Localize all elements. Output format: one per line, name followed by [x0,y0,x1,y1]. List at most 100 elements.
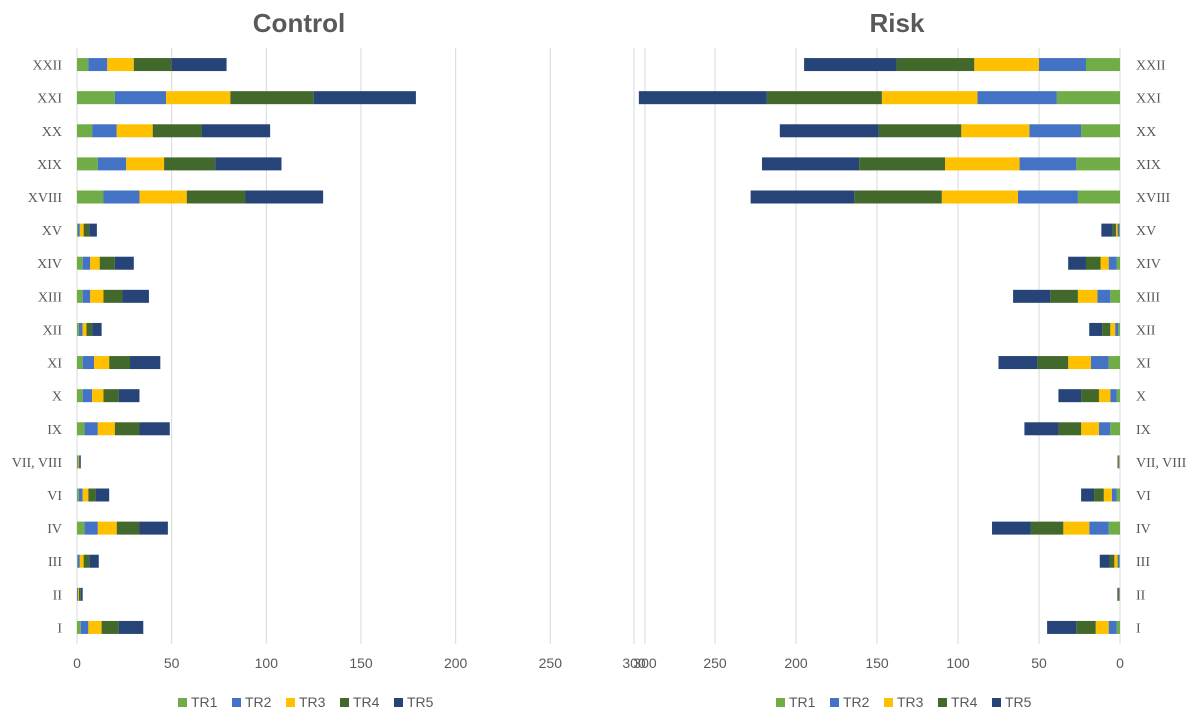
control-bar-xxi-tr1 [77,91,115,105]
control-bar-xi-tr3 [94,356,110,370]
control-bar-xxi-tr4 [230,91,314,105]
risk-bar-xix-tr3 [945,157,1020,171]
risk-bar-xx-tr3 [961,124,1030,138]
control-legend-label-tr5: TR5 [407,694,434,710]
control-bars [77,58,416,634]
risk-x-tick-200: 200 [784,655,808,671]
risk-bar-xii-tr5 [1089,322,1103,336]
control-bar-vii-viii-tr4 [78,455,80,469]
control-bar-ii-tr5 [80,587,83,601]
control-bar-vi-tr2 [78,488,83,502]
control-bar-xxi-tr2 [114,91,166,105]
risk-legend-swatch-tr1 [776,698,785,707]
risk-category-label-xiii: XIII [1136,290,1160,305]
control-bar-xx-tr4 [152,124,202,138]
control-legend-swatch-tr4 [340,698,349,707]
control-x-tick-50: 50 [164,655,180,671]
risk-bar-ii-tr4 [1118,587,1120,601]
control-bar-ix-tr3 [97,422,115,436]
risk-bar-ix-tr5 [1024,422,1059,436]
risk-bar-iv-tr2 [1089,521,1109,535]
risk-bar-ix-tr3 [1081,422,1099,436]
control-bar-xxii-tr5 [171,58,227,72]
control-bar-xxii-tr1 [77,58,89,72]
control-legend-swatch-tr2 [232,698,241,707]
risk-bar-xv-tr2 [1117,223,1120,237]
control-bar-xxii-tr4 [133,58,172,72]
control-bar-xix-tr3 [126,157,165,171]
risk-title: Risk [870,8,925,38]
risk-legend-label-tr4: TR4 [951,694,978,710]
control-x-tick-100: 100 [255,655,279,671]
risk-bar-xxi-tr1 [1056,91,1120,105]
control-legend-swatch-tr3 [286,698,295,707]
control-bar-xiv-tr4 [99,256,115,270]
control-bar-xxi-tr3 [165,91,231,105]
risk-bar-xviii-tr1 [1077,190,1120,204]
control-bar-i-tr4 [101,620,119,634]
risk-legend: TR1 TR2 TR3 TR4 TR5 [776,694,1032,710]
risk-category-label-i: I [1136,621,1141,636]
risk-bar-xii-tr4 [1102,322,1111,336]
control-bar-ix-tr1 [77,422,85,436]
risk-bar-xv-tr3 [1115,223,1118,237]
control-bar-x-tr1 [77,389,83,403]
control-category-label-xii: XII [43,323,63,338]
control-bar-xx-tr1 [77,124,93,138]
control-bar-xix-tr1 [77,157,98,171]
risk-bar-xix-tr1 [1076,157,1120,171]
control-category-label-x: X [52,390,62,405]
risk-gridlines [633,48,1121,644]
risk-bar-xxii-tr1 [1085,58,1120,72]
risk-bar-iv-tr5 [992,521,1031,535]
control-legend-label-tr2: TR2 [245,694,272,710]
control-bar-x-tr3 [92,389,104,403]
risk-bar-xiii-tr1 [1110,289,1120,303]
control-bar-xiv-tr5 [114,256,134,270]
risk-bar-vi-tr4 [1094,488,1104,502]
control-bar-iv-tr4 [116,521,140,535]
risk-bar-i-tr4 [1076,620,1096,634]
control-x-tick-250: 250 [539,655,563,671]
risk-bar-xi-tr5 [998,356,1038,370]
control-bar-ii-tr4 [78,587,81,601]
risk-category-label-xiv: XIV [1136,257,1161,272]
control-category-label-xv: XV [42,224,62,239]
control-bar-vii-viii-tr2 [77,455,79,469]
risk-x-tick-300: 300 [622,655,646,671]
risk-bar-i-tr2 [1108,620,1117,634]
control-bar-vii-viii-tr5 [79,455,81,469]
risk-bar-xi-tr2 [1090,356,1109,370]
risk-bar-xiv-tr4 [1085,256,1101,270]
risk-bar-ix-tr4 [1058,422,1082,436]
control-legend-swatch-tr1 [178,698,187,707]
risk-bar-vi-tr5 [1081,488,1095,502]
control-bar-vi-tr1 [77,488,79,502]
control-legend-swatch-tr5 [394,698,403,707]
risk-bar-iv-tr1 [1108,521,1120,535]
risk-bar-xv-tr5 [1101,223,1113,237]
risk-bars [638,58,1120,634]
risk-legend-label-tr5: TR5 [1005,694,1032,710]
risk-bar-xiii-tr4 [1050,289,1078,303]
risk-bar-ix-tr1 [1110,422,1120,436]
control-bar-xv-tr5 [89,223,97,237]
control-bar-iv-tr1 [77,521,85,535]
risk-category-label-iv: IV [1136,522,1151,537]
risk-bar-xv-tr1 [1119,223,1120,237]
control-category-label-xi: XI [47,357,62,372]
risk-bar-x-tr5 [1058,389,1082,403]
control-bar-vi-tr4 [88,488,96,502]
control-legend-label-tr1: TR1 [191,694,218,710]
control-bar-xxii-tr2 [88,58,108,72]
risk-bar-xviii-tr5 [750,190,855,204]
risk-bar-xxii-tr3 [974,58,1039,72]
risk-category-label-xix: XIX [1136,158,1161,173]
risk-bar-x-tr4 [1081,389,1099,403]
control-category-label-i: I [57,621,62,636]
risk-bar-xiv-tr3 [1100,256,1109,270]
risk-bar-iii-tr4 [1109,554,1115,568]
control-bar-xix-tr4 [164,157,216,171]
